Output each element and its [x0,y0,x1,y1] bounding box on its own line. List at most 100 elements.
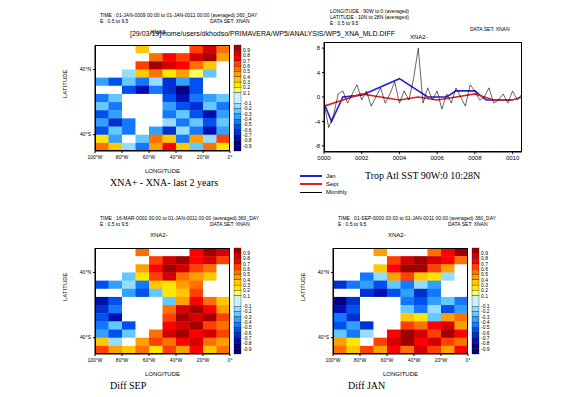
html-text:[29/03/19]/home/users/dkhodso/: [29/03/19]/home/users/dkhodso/PRIMAVERA/… [130,30,396,37]
svg-text:0.1: 0.1 [481,293,488,299]
svg-text:0.9: 0.9 [481,250,488,257]
svg-text:-0.8: -0.8 [243,340,252,347]
svg-text:0.7: 0.7 [481,260,488,267]
svg-text:-0.1: -0.1 [243,303,252,310]
svg-text:20°W: 20°W [435,357,448,363]
svg-text:0°: 0° [466,357,471,363]
svg-text:8: 8 [317,45,321,51]
svg-text:0010: 0010 [506,155,520,161]
svg-text:0.4: 0.4 [481,276,488,283]
svg-text:-0.2: -0.2 [481,308,490,315]
svg-text:-0.2: -0.2 [243,105,252,112]
svg-text:0002: 0002 [355,155,369,161]
svg-text:0.4: 0.4 [243,276,250,283]
svg-text:0.8: 0.8 [243,255,250,262]
svg-text:0008: 0008 [468,155,482,161]
html-text:Diff SEP: Diff SEP [110,380,147,391]
html-text:Diff JAN: Diff JAN [348,380,386,391]
svg-text:40°S: 40°S [80,334,92,340]
svg-text:0.9: 0.9 [243,47,250,54]
svg-text:20°W: 20°W [197,357,210,363]
svg-text:-0.5: -0.5 [243,324,252,331]
svg-text:40°S: 40°S [318,334,330,340]
svg-text:40°W: 40°W [170,154,183,160]
svg-text:0.2: 0.2 [243,287,250,294]
svg-text:40°W: 40°W [408,357,421,363]
svg-text:80°W: 80°W [354,357,367,363]
svg-text:60°W: 60°W [143,154,156,160]
svg-text:-0.3: -0.3 [481,313,490,320]
svg-text:-0.9: -0.9 [243,143,252,149]
svg-text:40°N: 40°N [80,66,92,72]
svg-text:-0.5: -0.5 [481,324,490,331]
svg-text:0.2: 0.2 [243,84,250,91]
svg-text:-0.7: -0.7 [243,131,252,138]
svg-text:0.8: 0.8 [481,255,488,262]
svg-text:0.3: 0.3 [243,78,250,85]
svg-text:0.2: 0.2 [481,287,488,294]
html-text:XNA+ - XNA- last 2 years: XNA+ - XNA- last 2 years [110,177,219,188]
svg-text:60°W: 60°W [381,357,394,363]
svg-text:0.3: 0.3 [481,281,488,288]
svg-text:-0.9: -0.9 [481,346,490,352]
svg-text:-0.3: -0.3 [243,110,252,117]
svg-text:0.5: 0.5 [243,68,250,75]
svg-text:0.5: 0.5 [243,271,250,278]
svg-text:-0.7: -0.7 [243,334,252,341]
svg-text:40°N: 40°N [318,269,330,275]
svg-text:LATITUDE: LATITUDE [62,272,68,301]
svg-text:0°: 0° [228,154,233,160]
svg-text:0004: 0004 [393,155,407,161]
svg-text:0.6: 0.6 [243,63,250,69]
svg-text:0.1: 0.1 [243,293,250,299]
svg-text:0: 0 [317,94,321,100]
svg-text:0.1: 0.1 [243,90,250,96]
svg-text:40°W: 40°W [170,357,183,363]
svg-text:0.9: 0.9 [243,250,250,257]
svg-text:0.8: 0.8 [243,52,250,59]
svg-text:0.7: 0.7 [243,57,250,64]
svg-text:-0.4: -0.4 [243,116,252,122]
html-text:DATA SET: XNAN: DATA SET: XNAN [210,18,250,24]
svg-text:0.3: 0.3 [243,281,250,288]
svg-text:0000: 0000 [317,155,331,161]
svg-text:-0.2: -0.2 [243,308,252,315]
svg-text:4: 4 [317,70,321,76]
svg-text:-0.1: -0.1 [243,100,252,107]
svg-text:LONGITUDE: LONGITUDE [383,371,418,377]
svg-text:LONGITUDE: LONGITUDE [145,168,180,174]
svg-text:-8: -8 [315,143,321,149]
svg-text:-0.8: -0.8 [243,137,252,144]
svg-text:80°W: 80°W [116,154,129,160]
svg-text:LATITUDE: LATITUDE [300,272,306,301]
svg-text:0006: 0006 [430,155,444,161]
svg-text:-4: -4 [315,119,321,125]
html-text:Trop Atl SST 90W:0 10:28N: Trop Atl SST 90W:0 10:28N [365,170,481,181]
svg-text:LATITUDE: LATITUDE [62,69,68,98]
svg-text:40°N: 40°N [80,269,92,275]
svg-text:0.7: 0.7 [243,260,250,267]
svg-text:-0.8: -0.8 [481,340,490,347]
svg-text:-0.6: -0.6 [243,329,252,336]
svg-text:-0.5: -0.5 [243,121,252,128]
svg-text:100°W: 100°W [87,357,102,363]
svg-text:80°W: 80°W [116,357,129,363]
svg-text:-0.7: -0.7 [481,334,490,341]
svg-text:60°W: 60°W [143,357,156,363]
svg-text:-0.1: -0.1 [481,303,490,310]
svg-text:20°W: 20°W [197,154,210,160]
svg-text:LONGITUDE: LONGITUDE [145,371,180,377]
svg-text:0.5: 0.5 [481,271,488,278]
html-text:E : 0.5 to 9.5: E : 0.5 to 9.5 [100,18,129,24]
svg-text:0°: 0° [228,357,233,363]
html-text:TIME : 01-JAN-0009 00:00 to 01: TIME : 01-JAN-0009 00:00 to 01-JAN-0011 … [100,12,258,18]
svg-text:0.4: 0.4 [243,73,250,80]
svg-text:-0.3: -0.3 [243,313,252,320]
svg-text:-0.6: -0.6 [481,329,490,336]
svg-text:-0.6: -0.6 [243,126,252,133]
svg-text:100°W: 100°W [87,154,102,160]
svg-text:100°W: 100°W [325,357,340,363]
html-text:XNA2-: XNA2- [150,29,168,35]
svg-text:-0.9: -0.9 [243,346,252,352]
svg-text:40°S: 40°S [80,131,92,137]
